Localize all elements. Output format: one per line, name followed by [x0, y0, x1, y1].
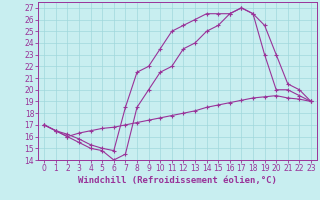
X-axis label: Windchill (Refroidissement éolien,°C): Windchill (Refroidissement éolien,°C): [78, 176, 277, 185]
